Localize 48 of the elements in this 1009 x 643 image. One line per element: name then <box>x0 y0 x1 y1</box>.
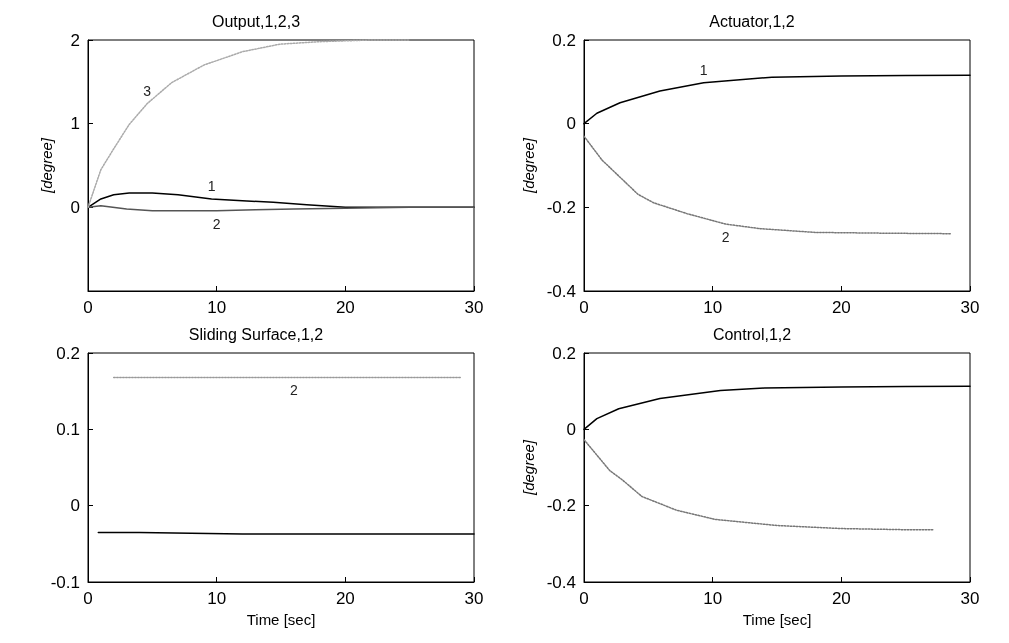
y-axis-title: [degree] <box>38 137 55 195</box>
x-tick-label: 30 <box>464 589 484 608</box>
y-tick-label: 0 <box>566 114 576 134</box>
y-tick-label: 0 <box>566 419 576 439</box>
x-tick-label: 20 <box>335 298 355 317</box>
y-tick-label: -0.4 <box>546 281 576 301</box>
x-tick-label: 30 <box>960 298 980 317</box>
series-label: 2 <box>289 382 298 399</box>
x-tick-label: 20 <box>831 298 851 317</box>
series-label: 1 <box>207 177 216 194</box>
y-tick-label: 0.2 <box>552 343 576 363</box>
x-tick-label: 0 <box>579 589 589 608</box>
y-tick-label: 2 <box>70 30 80 50</box>
series-label: 3 <box>143 82 152 99</box>
series-label: 1 <box>699 61 708 78</box>
chart-title: Sliding Surface,1,2 <box>188 325 324 343</box>
y-tick-label: 0.1 <box>56 419 80 439</box>
y-tick-label: -0.2 <box>546 197 576 217</box>
y-tick-label: 0.2 <box>56 343 80 363</box>
x-tick-label: 10 <box>207 298 227 317</box>
x-tick-label: 0 <box>83 298 93 317</box>
chart-title: Control,1,2 <box>712 325 792 343</box>
y-tick-label: 0 <box>70 496 80 516</box>
series-label: 2 <box>212 215 221 232</box>
x-tick-label: 30 <box>464 298 484 317</box>
x-axis-title: Time [sec] <box>742 610 812 628</box>
y-tick-label: -0.1 <box>50 572 80 592</box>
chart-title: Output,1,2,3 <box>211 12 301 30</box>
y-tick-label: -0.4 <box>546 572 576 592</box>
x-tick-label: 10 <box>207 589 227 608</box>
chart-title: Actuator,1,2 <box>709 12 795 30</box>
x-axis-title: Time [sec] <box>246 610 316 628</box>
x-tick-label: 0 <box>83 589 93 608</box>
series-label: 2 <box>721 229 730 246</box>
y-tick-label: 1 <box>70 114 80 134</box>
line-series <box>583 438 935 531</box>
y-tick-label: 0.2 <box>552 30 576 50</box>
x-tick-label: 10 <box>703 298 723 317</box>
y-tick-label: -0.2 <box>546 496 576 516</box>
y-axis-title: [degree] <box>519 439 537 497</box>
x-tick-label: 20 <box>335 589 355 608</box>
x-tick-label: 10 <box>703 589 723 608</box>
y-tick-label: 0 <box>70 197 80 217</box>
x-tick-label: 0 <box>579 298 589 317</box>
y-axis-title: [degree] <box>519 137 537 195</box>
x-tick-label: 20 <box>831 589 851 608</box>
x-tick-label: 30 <box>960 589 980 608</box>
line-series <box>87 39 411 209</box>
